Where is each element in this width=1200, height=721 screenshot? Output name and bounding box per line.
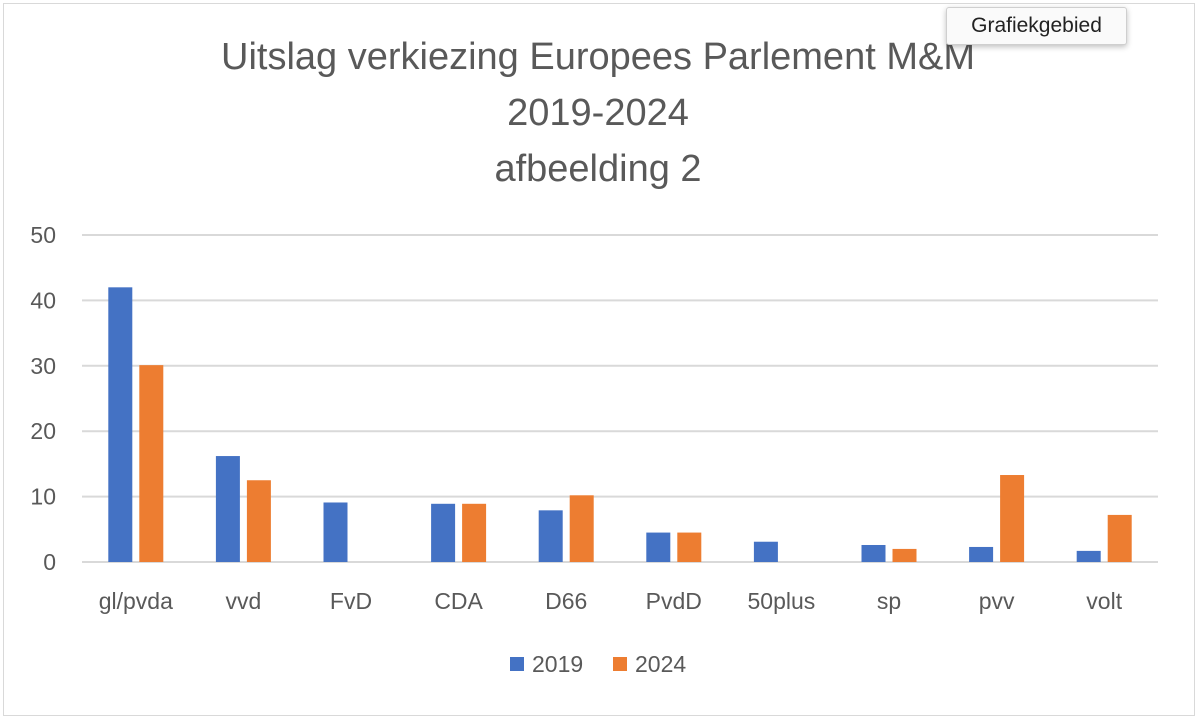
x-tick-label: volt xyxy=(1086,588,1122,614)
x-tick-label: PvdD xyxy=(646,588,702,614)
x-tick-label: gl/pvda xyxy=(99,588,173,614)
bar-2019-D66 xyxy=(538,510,563,562)
bar-2024-CDA xyxy=(462,503,487,562)
bar-2024-sp xyxy=(892,548,917,562)
bar-2019-volt xyxy=(1076,550,1101,562)
bar-2024-PvdD xyxy=(677,532,702,562)
bar-2024-pvv xyxy=(1000,475,1025,562)
x-tick-label: sp xyxy=(877,588,901,614)
y-tick-label: 10 xyxy=(30,484,56,510)
bar-2019-pvv xyxy=(969,546,994,562)
x-tick-label: 50plus xyxy=(748,588,816,614)
bar-2024-vvd xyxy=(246,480,271,562)
x-tick-label: pvv xyxy=(979,588,1015,614)
bar-2024-volt xyxy=(1107,514,1132,562)
bar-2019-50plus xyxy=(753,541,778,562)
legend-label: 2019 xyxy=(532,651,583,677)
bar-2019-PvdD xyxy=(646,532,671,562)
x-tick-label: vvd xyxy=(226,588,262,614)
bar-2019-gl/pvda xyxy=(108,287,133,562)
x-tick-label: D66 xyxy=(545,588,587,614)
chart-title-line-2: 2019-2024 xyxy=(507,92,689,134)
y-tick-label: 50 xyxy=(30,222,56,248)
legend-swatch-2019 xyxy=(510,657,524,671)
y-tick-label: 30 xyxy=(30,353,56,379)
y-tick-label: 40 xyxy=(30,287,56,313)
bar-2024-D66 xyxy=(569,495,594,562)
y-tick-label: 0 xyxy=(43,549,56,575)
bar-2019-sp xyxy=(861,544,886,562)
legend-label: 2024 xyxy=(635,651,686,677)
chart-title-line-1: Uitslag verkiezing Europees Parlement M&… xyxy=(221,36,975,78)
chart-area[interactable] xyxy=(3,3,1195,716)
chart-title-line-3: afbeelding 2 xyxy=(494,148,702,190)
y-tick-label: 20 xyxy=(30,418,56,444)
x-tick-label: FvD xyxy=(330,588,372,614)
bar-2024-gl/pvda xyxy=(139,365,164,562)
x-tick-label: CDA xyxy=(434,588,483,614)
tooltip: Grafiekgebied xyxy=(946,7,1127,45)
bar-2019-vvd xyxy=(215,456,240,562)
legend-swatch-2024 xyxy=(613,657,627,671)
bar-2019-CDA xyxy=(431,503,456,562)
bar-2019-FvD xyxy=(323,502,348,562)
